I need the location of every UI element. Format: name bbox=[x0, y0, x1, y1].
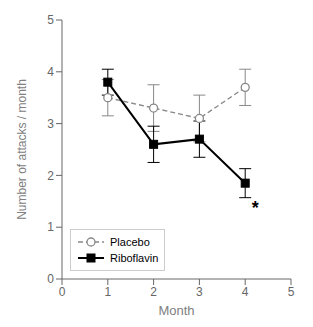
svg-text:5: 5 bbox=[47, 13, 54, 27]
svg-text:1: 1 bbox=[47, 220, 54, 234]
svg-text:5: 5 bbox=[288, 285, 295, 299]
svg-text:1: 1 bbox=[104, 285, 111, 299]
svg-text:2: 2 bbox=[47, 169, 54, 183]
svg-text:4: 4 bbox=[47, 65, 54, 79]
svg-text:3: 3 bbox=[47, 117, 54, 131]
svg-text:4: 4 bbox=[242, 285, 249, 299]
html-text:Riboflavin: Riboflavin bbox=[110, 252, 159, 264]
html-text:Placebo: Placebo bbox=[110, 236, 150, 248]
svg-text:Number of attacks / month: Number of attacks / month bbox=[15, 79, 29, 220]
svg-text:0: 0 bbox=[59, 285, 66, 299]
svg-text:3: 3 bbox=[196, 285, 203, 299]
svg-text:Month: Month bbox=[158, 303, 194, 318]
svg-text:2: 2 bbox=[150, 285, 157, 299]
svg-text:0: 0 bbox=[47, 272, 54, 286]
svg-text:*: * bbox=[252, 198, 259, 218]
